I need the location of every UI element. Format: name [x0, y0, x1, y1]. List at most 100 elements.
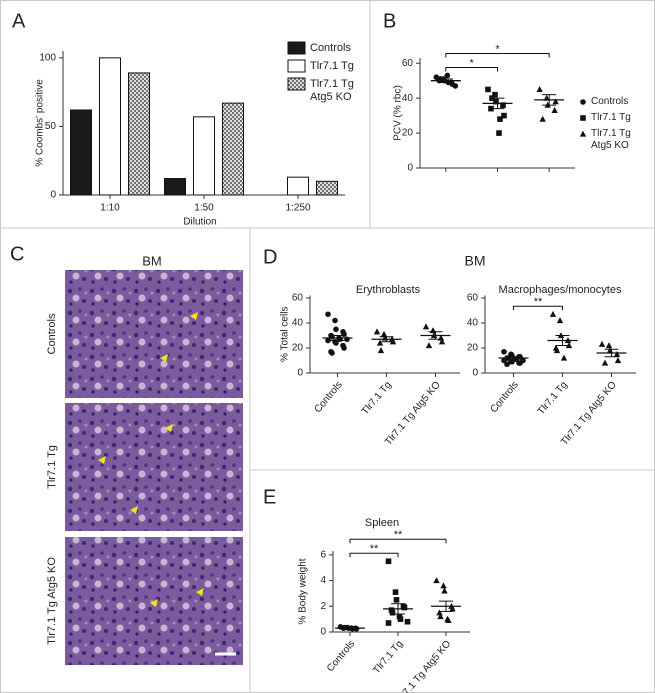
panel-title: BM: [465, 253, 486, 269]
data-point: [441, 587, 448, 594]
row-label: Controls: [46, 313, 58, 354]
data-point: [496, 130, 502, 136]
legend-label: Controls: [310, 42, 351, 54]
significance-label: **: [534, 296, 543, 308]
legend-label: Tlr7.1 Tg Atg5 KO: [310, 78, 354, 103]
data-point: [437, 613, 444, 620]
bar: [287, 176, 309, 196]
legend-swatch: [287, 77, 306, 91]
data-point: [325, 311, 331, 318]
data-point: [552, 98, 559, 105]
data-point: [401, 604, 408, 611]
data-point: [580, 115, 586, 121]
data-point: [380, 330, 388, 337]
data-point: [333, 340, 339, 346]
significance-bracket: [513, 305, 563, 311]
data-point: [485, 86, 491, 93]
bar: [99, 57, 121, 196]
legend-label: Tlr7.1 Tg: [310, 60, 354, 72]
chart-title: Macrophages/monocytes: [499, 284, 622, 296]
significance-bracket: [445, 52, 550, 58]
data-point: [341, 331, 347, 338]
row-label: Tlr7.1 Tg: [46, 445, 58, 489]
x-tick-label: Controls: [325, 639, 357, 675]
arrowhead: [165, 424, 173, 432]
data-point: [341, 345, 347, 351]
y-tick-label: 60: [402, 58, 414, 69]
data-point: [504, 361, 510, 368]
data-point: [517, 360, 523, 366]
legend-label: Controls: [591, 96, 629, 107]
x-tick-label: Tlr7.1 Tg: [536, 380, 570, 418]
data-point: [536, 86, 543, 93]
x-tick-label: Tlr7.1 Tg: [360, 380, 394, 418]
data-point: [614, 357, 622, 364]
panel-label: A: [12, 10, 26, 32]
y-tick-label: 0: [50, 190, 56, 201]
data-point: [397, 616, 404, 622]
y-tick-label: 4: [320, 575, 326, 586]
y-tick-label: 20: [292, 343, 304, 354]
x-tick-label: Controls: [488, 380, 520, 416]
data-point: [344, 336, 350, 343]
data-point: [579, 130, 587, 137]
y-tick-label: 40: [467, 318, 479, 329]
data-point: [500, 102, 506, 108]
data-point: [373, 328, 381, 335]
x-tick-label: 1:10: [100, 203, 120, 214]
x-tick-label: Tlr7.1 Tg Atg5 KO: [559, 379, 619, 447]
bar: [316, 180, 338, 196]
y-axis-label: % Body weight: [298, 558, 309, 624]
x-tick-label: Controls: [312, 380, 344, 416]
panel-label: E: [263, 486, 276, 508]
data-point: [601, 359, 609, 366]
arrowhead: [196, 588, 204, 596]
data-point: [433, 577, 440, 584]
data-point: [509, 358, 515, 365]
y-tick-label: 0: [297, 368, 303, 379]
data-point: [422, 323, 430, 330]
x-axis-label: Dilution: [183, 217, 216, 228]
data-point: [332, 317, 338, 324]
panel-label: D: [263, 246, 277, 268]
y-axis-label: PCV (% rbc): [393, 85, 404, 141]
data-point: [393, 597, 400, 603]
bar: [164, 178, 186, 196]
data-point: [613, 350, 621, 357]
chart-title: Erythroblasts: [356, 284, 421, 296]
data-point: [501, 348, 507, 355]
data-point: [560, 354, 568, 361]
data-point: [392, 589, 399, 595]
y-tick-label: 6: [320, 549, 326, 560]
arrowhead: [190, 312, 198, 320]
x-tick-label: Tlr7.1 Tg: [371, 639, 405, 677]
data-point: [333, 326, 339, 333]
legend-swatch: [287, 41, 306, 55]
data-point: [436, 609, 443, 616]
y-tick-label: 20: [402, 128, 414, 139]
data-point: [549, 310, 557, 317]
data-point: [377, 347, 385, 354]
y-tick-label: 40: [292, 318, 304, 329]
data-point: [539, 115, 546, 122]
y-tick-label: 60: [467, 293, 479, 304]
bar: [222, 102, 244, 196]
data-point: [580, 99, 586, 105]
arrowhead: [160, 354, 168, 362]
data-point: [376, 339, 384, 346]
data-point: [385, 620, 392, 626]
y-axis-label: % Total cells: [280, 307, 291, 362]
x-tick-label: 1:50: [194, 203, 214, 214]
y-tick-label: 100: [39, 52, 56, 63]
data-point: [449, 605, 456, 612]
data-point: [556, 317, 564, 324]
data-point: [493, 98, 499, 105]
arrowhead: [98, 456, 106, 464]
data-point: [325, 337, 331, 344]
arrowhead: [150, 599, 158, 607]
data-point: [389, 609, 396, 616]
y-tick-label: 50: [45, 121, 57, 132]
y-tick-label: 0: [320, 627, 326, 638]
